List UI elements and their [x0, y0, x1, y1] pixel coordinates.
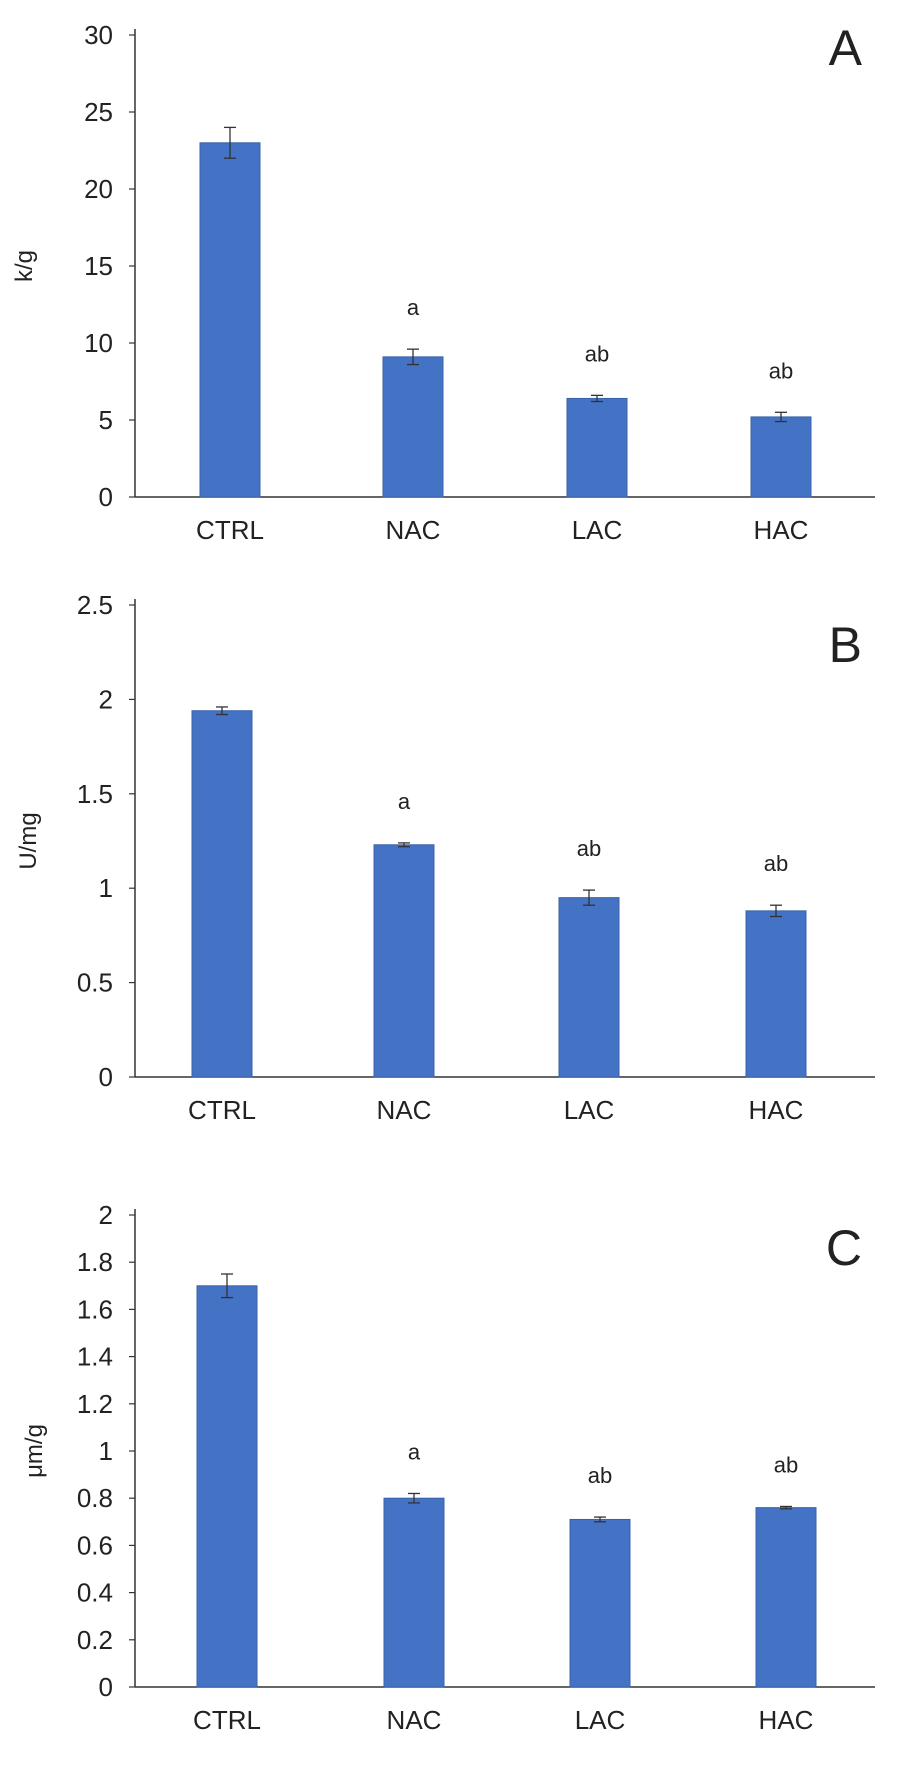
y-tick-label: 25	[84, 97, 113, 127]
error-bar	[594, 1516, 606, 1523]
y-tick-label: 1.5	[77, 779, 113, 809]
y-tick-label: 1	[99, 1436, 113, 1466]
y-tick-label: 0.8	[77, 1483, 113, 1513]
y-tick-label: 0.4	[77, 1578, 113, 1608]
bar-lac	[558, 897, 620, 1078]
x-tick-label: LAC	[572, 515, 623, 545]
y-tick-label: 10	[84, 328, 113, 358]
x-tick-label: CTRL	[188, 1095, 256, 1125]
error-bar	[398, 842, 410, 848]
y-tick-label: 0	[99, 1672, 113, 1702]
bar-lac	[569, 1518, 631, 1688]
y-tick-label: 1.4	[77, 1342, 113, 1372]
error-bar	[775, 411, 787, 423]
error-bar	[770, 904, 782, 918]
y-tick-label: 0.6	[77, 1530, 113, 1560]
x-tick-label: HAC	[749, 1095, 804, 1125]
significance-label: ab	[588, 1463, 612, 1488]
significance-label: ab	[585, 341, 609, 366]
x-tick-label: HAC	[759, 1705, 814, 1735]
x-tick-label: NAC	[387, 1705, 442, 1735]
y-tick-label: 1	[99, 873, 113, 903]
chart-panel-c: 0 0.2 0.4 0.6 0.8 1 1.2 1.4 1.6 1.8 2 μm/g C CTRL a NAC…	[21, 1200, 875, 1735]
bar-hac	[750, 416, 812, 498]
bar-ctrl	[196, 1285, 258, 1688]
error-bar	[408, 1492, 420, 1504]
y-tick-label: 5	[99, 405, 113, 435]
panel-letter: A	[829, 20, 863, 76]
significance-label: ab	[577, 836, 601, 861]
y-tick-label: 2.5	[77, 590, 113, 620]
bar-ctrl	[199, 142, 261, 498]
chart-panel-a: 0 5 10 15 20 25 30 k/g A CTRL a NAC ab LAC ab HAC	[11, 20, 875, 545]
chart-panel-b: 0 0.5 1 1.5 2 2.5 U/mg B CTRL a NAC ab LAC ab HAC	[15, 590, 875, 1125]
y-tick-label: 30	[84, 20, 113, 50]
error-bar	[583, 889, 595, 906]
y-tick-label: 20	[84, 174, 113, 204]
y-tick-label: 0	[99, 482, 113, 512]
bar-ctrl	[191, 710, 253, 1078]
bar-nac	[382, 356, 444, 498]
bar-nac	[373, 844, 435, 1078]
y-tick-label: 1.2	[77, 1389, 113, 1419]
y-axis-title: k/g	[11, 250, 38, 282]
error-bar	[216, 706, 228, 716]
significance-label: ab	[764, 851, 788, 876]
error-bar	[221, 1273, 233, 1299]
y-tick-label: 2	[99, 684, 113, 714]
panel-letter: B	[829, 617, 862, 673]
significance-label: a	[407, 295, 420, 320]
y-tick-label: 1.8	[77, 1247, 113, 1277]
error-bar	[591, 394, 603, 403]
significance-label: a	[398, 789, 411, 814]
y-axis-title: μm/g	[21, 1424, 48, 1478]
bar-lac	[566, 397, 628, 498]
x-tick-label: HAC	[754, 515, 809, 545]
x-tick-label: NAC	[386, 515, 441, 545]
error-bar	[224, 126, 236, 159]
error-bar	[780, 1505, 792, 1510]
y-tick-label: 0	[99, 1062, 113, 1092]
x-tick-label: CTRL	[196, 515, 264, 545]
x-tick-label: LAC	[564, 1095, 615, 1125]
y-axis-title: U/mg	[15, 812, 42, 869]
bar-hac	[755, 1507, 817, 1688]
y-tick-label: 15	[84, 251, 113, 281]
x-tick-label: CTRL	[193, 1705, 261, 1735]
x-tick-label: NAC	[377, 1095, 432, 1125]
significance-label: ab	[769, 358, 793, 383]
y-tick-label: 0.5	[77, 968, 113, 998]
y-tick-label: 1.6	[77, 1294, 113, 1324]
significance-label: a	[408, 1439, 421, 1464]
error-bar	[407, 348, 419, 366]
y-tick-label: 0.2	[77, 1625, 113, 1655]
y-tick-label: 2	[99, 1200, 113, 1230]
significance-label: ab	[774, 1452, 798, 1477]
panel-letter: C	[826, 1220, 862, 1276]
bar-hac	[745, 910, 807, 1078]
bar-nac	[383, 1497, 445, 1688]
x-tick-label: LAC	[575, 1705, 626, 1735]
